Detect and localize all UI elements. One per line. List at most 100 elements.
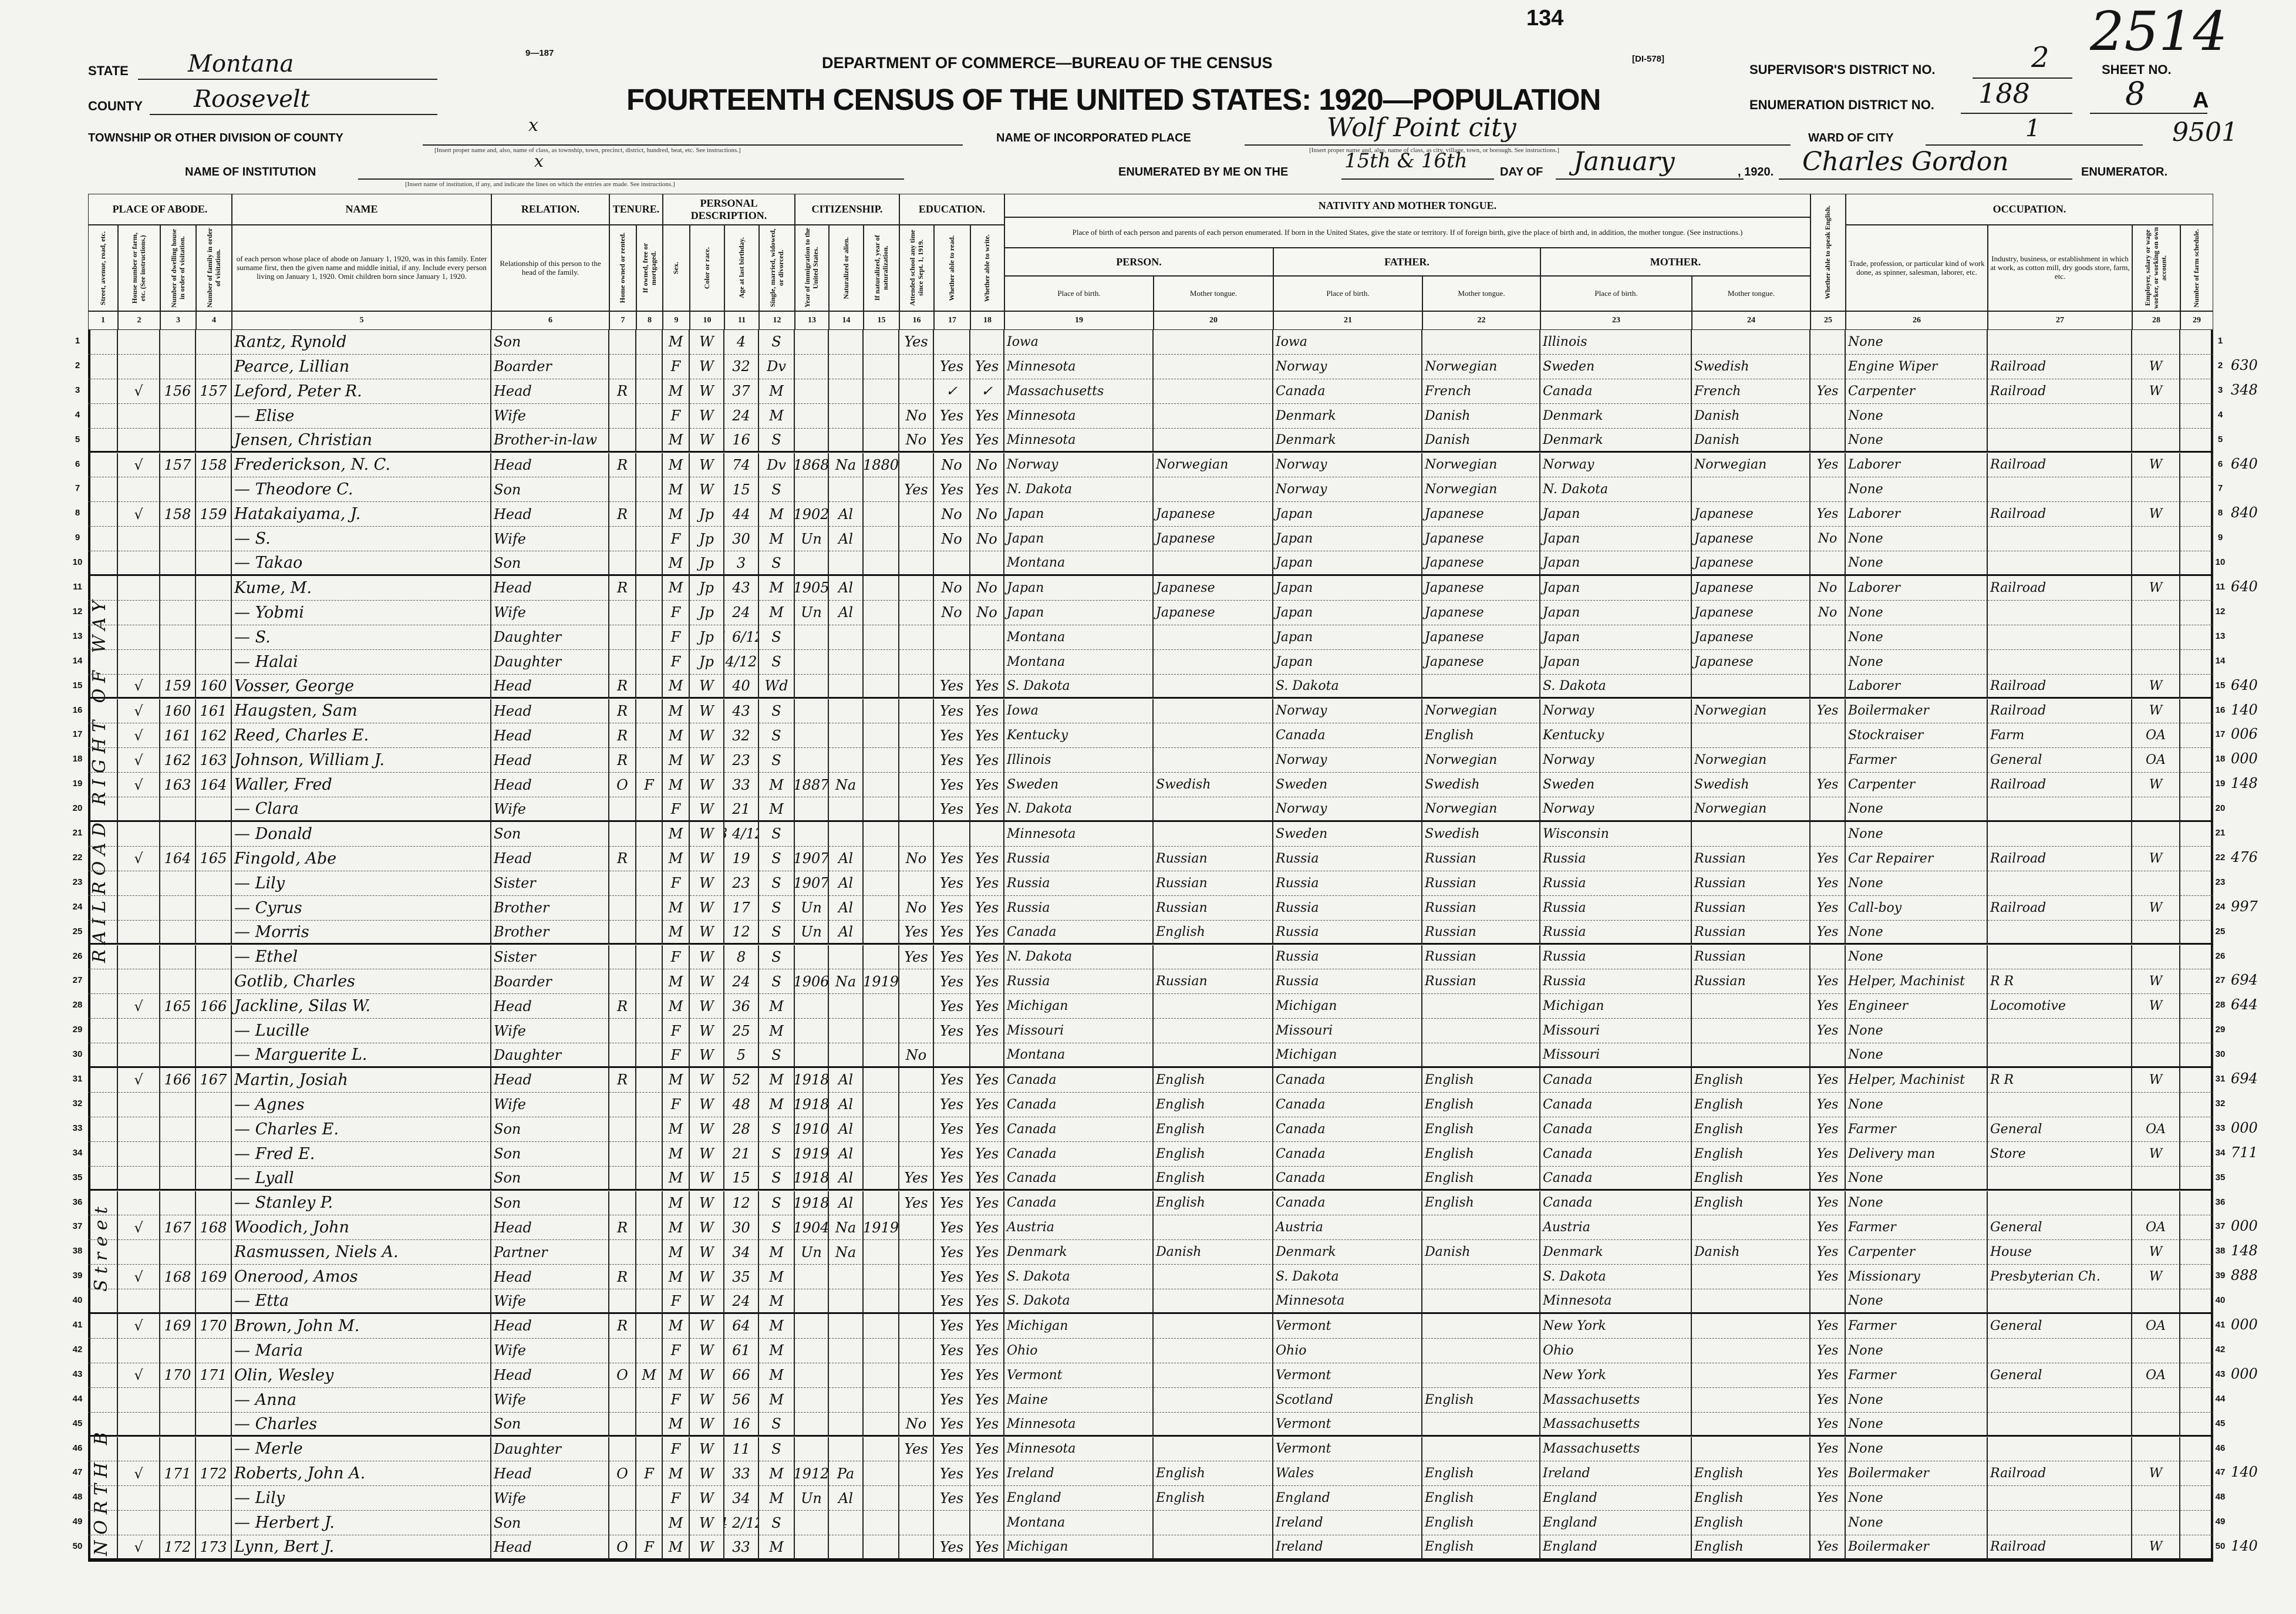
cell-attended-school — [899, 699, 934, 724]
line-number-right: 34 — [2215, 1147, 2226, 1158]
cell-naturalized-alien: Al — [829, 1486, 864, 1511]
cell-naturalization-year — [864, 699, 899, 724]
cell-mother-tongue: Japanese — [1154, 600, 1273, 625]
cell-name: — Agnes — [232, 1092, 491, 1117]
cell-family-number: 173 — [196, 1535, 232, 1560]
line-number-left: 9 — [75, 533, 80, 543]
cell-father-birthplace: Michigan — [1273, 1043, 1422, 1068]
cell-dwelling-number — [160, 1240, 196, 1265]
cell-home-owned-rented — [609, 330, 636, 355]
cell-family-number — [196, 354, 232, 379]
cell-birthplace: N. Dakota — [1004, 945, 1154, 970]
cell-farm-schedule — [2180, 453, 2213, 478]
cell-speaks-english — [1810, 723, 1846, 749]
line-number-left: 17 — [72, 729, 83, 740]
cell-age: 25 — [724, 1019, 759, 1044]
cell-farm-schedule — [2180, 576, 2213, 601]
cell-house-number — [118, 1511, 160, 1536]
cell-house-number — [118, 1338, 160, 1363]
cell-naturalized-alien: Pa — [829, 1461, 864, 1487]
cell-house-number: √ — [118, 1314, 160, 1339]
cell-speaks-english: Yes — [1810, 871, 1846, 896]
cell-immigration-year: Un — [795, 600, 829, 625]
cell-house-number — [118, 895, 160, 921]
cell-able-to-read: Yes — [934, 477, 970, 503]
cell-age: 21 — [724, 1141, 759, 1167]
cell-sex: F — [663, 1486, 690, 1511]
cell-age: 3 — [724, 551, 759, 576]
cell-attended-school — [899, 723, 934, 749]
cell-street — [88, 453, 118, 478]
cell-trade: None — [1846, 551, 1988, 576]
cell-naturalization-year — [864, 994, 899, 1019]
cell-house-number — [118, 1437, 160, 1462]
cell-marital-status: M — [759, 1461, 795, 1487]
cell-mother-birthplace: Norway — [1540, 748, 1692, 773]
cell-immigration-year: 1912 — [795, 1461, 829, 1487]
cell-dwelling-number — [160, 1486, 196, 1511]
margin-code: 640 — [2231, 676, 2258, 693]
cell-trade: None — [1846, 1338, 1988, 1363]
cell-industry — [1988, 1191, 2132, 1216]
cell-immigration-year — [795, 1265, 829, 1290]
cell-age: 44 — [724, 502, 759, 527]
cell-age: 36 — [724, 994, 759, 1019]
cell-mother-mother-tongue: English — [1692, 1141, 1810, 1167]
cell-mother-birthplace: Canada — [1540, 1117, 1692, 1142]
cell-able-to-read: Yes — [934, 428, 970, 453]
cell-family-number — [196, 1043, 232, 1068]
cell-color-race: W — [690, 428, 724, 453]
line-number-left: 34 — [72, 1147, 83, 1158]
cell-color-race: W — [690, 797, 724, 822]
enumerated-label: ENUMERATED BY ME ON THE — [1118, 166, 1289, 178]
cell-farm-schedule — [2180, 1338, 2213, 1363]
cell-father-mother-tongue: Russian — [1422, 895, 1540, 921]
cell-mother-mother-tongue — [1692, 1412, 1810, 1437]
cell-naturalization-year — [864, 477, 899, 503]
cell-able-to-read: Yes — [934, 1240, 970, 1265]
cell-sex: M — [663, 1068, 690, 1093]
cell-immigration-year: 1910 — [795, 1117, 829, 1142]
cell-industry — [1988, 920, 2132, 945]
cell-father-birthplace: Norway — [1273, 699, 1422, 724]
cell-street — [88, 428, 118, 453]
cell-father-mother-tongue: English — [1422, 1166, 1540, 1191]
cell-employment-class: W — [2132, 1240, 2180, 1265]
cell-name: — Maria — [232, 1338, 491, 1363]
cell-name: Hatakaiyama, J. — [232, 502, 491, 527]
cell-able-to-read — [934, 1511, 970, 1536]
cell-sex: M — [663, 994, 690, 1019]
cell-able-to-write — [970, 330, 1004, 355]
cell-sex: F — [663, 649, 690, 675]
cell-employment-class — [2132, 945, 2180, 970]
cell-birthplace: Japan — [1004, 527, 1154, 552]
cell-sex: M — [663, 576, 690, 601]
cell-father-mother-tongue: English — [1422, 1387, 1540, 1413]
cell-able-to-read: Yes — [934, 1387, 970, 1413]
cell-employment-class: W — [2132, 969, 2180, 995]
cell-family-number: 170 — [196, 1314, 232, 1339]
cell-employment-class: OA — [2132, 748, 2180, 773]
cell-immigration-year: 1868 — [795, 453, 829, 478]
cell-immigration-year: 1918 — [795, 1166, 829, 1191]
cell-marital-status: S — [759, 649, 795, 675]
cell-able-to-write: No — [970, 502, 1004, 527]
cell-marital-status: S — [759, 1215, 795, 1241]
cell-industry — [1988, 1387, 2132, 1413]
cell-house-number — [118, 354, 160, 379]
cell-marital-status: S — [759, 871, 795, 896]
cell-industry: General — [1988, 1314, 2132, 1339]
cell-home-owned-rented: R — [609, 994, 636, 1019]
cell-owned-free-mortgaged — [636, 477, 663, 503]
cell-relation: Son — [491, 822, 609, 847]
cell-sex: M — [663, 773, 690, 798]
cell-owned-free-mortgaged — [636, 649, 663, 675]
cell-father-mother-tongue: Russian — [1422, 871, 1540, 896]
cell-employment-class — [2132, 1437, 2180, 1462]
cell-color-race: W — [690, 1461, 724, 1487]
margin-code: 476 — [2231, 848, 2258, 865]
cell-sex: M — [663, 822, 690, 847]
cell-farm-schedule — [2180, 723, 2213, 749]
cell-farm-schedule — [2180, 1166, 2213, 1191]
cell-naturalized-alien — [829, 797, 864, 822]
